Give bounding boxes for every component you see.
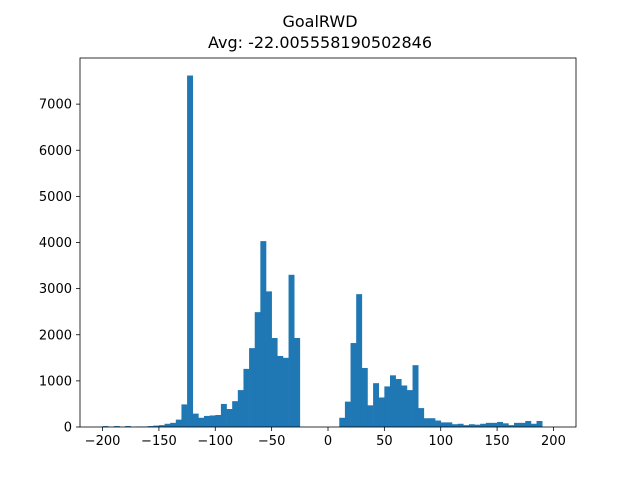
histogram-bar bbox=[384, 386, 391, 427]
histogram-bar bbox=[175, 419, 182, 427]
histogram-bar bbox=[463, 425, 470, 427]
x-tick-label: −150 bbox=[141, 434, 177, 449]
histogram-bar bbox=[406, 390, 413, 427]
x-axis: −200 −150 −100 −50 0 50 100 150 200 bbox=[85, 427, 566, 449]
histogram-bar bbox=[412, 365, 419, 427]
x-tick-label: 200 bbox=[541, 434, 566, 449]
x-tick-label: 50 bbox=[376, 434, 393, 449]
histogram-bar bbox=[457, 423, 464, 427]
histogram-bar bbox=[452, 424, 458, 427]
histogram-bar bbox=[401, 385, 408, 427]
histogram-bar bbox=[429, 418, 436, 427]
histogram-bar bbox=[226, 409, 233, 427]
histogram-bar bbox=[249, 348, 256, 427]
x-tick-label: −200 bbox=[85, 434, 121, 449]
histogram-bar bbox=[525, 421, 532, 427]
chart-title: GoalRWD bbox=[282, 12, 358, 31]
histogram-bar bbox=[536, 421, 543, 427]
y-tick-label: 0 bbox=[64, 421, 72, 436]
histogram-bar bbox=[502, 423, 509, 427]
histogram-bar bbox=[243, 368, 250, 427]
histogram-bar bbox=[282, 357, 289, 427]
histogram-bar bbox=[209, 415, 216, 427]
histogram-bar bbox=[192, 413, 199, 427]
histogram-bar bbox=[395, 379, 402, 427]
x-tick-label: 150 bbox=[485, 434, 510, 449]
histogram-bar bbox=[204, 415, 210, 427]
histogram-bar bbox=[125, 426, 132, 427]
histogram-bar bbox=[187, 75, 194, 427]
y-tick-label: 6000 bbox=[39, 144, 72, 159]
x-tick-label: 100 bbox=[428, 434, 453, 449]
histogram-bars bbox=[102, 75, 543, 427]
histogram-bar bbox=[514, 422, 520, 427]
histogram-bar bbox=[102, 426, 109, 427]
histogram-bar bbox=[356, 294, 363, 427]
histogram-bar bbox=[446, 422, 453, 427]
x-tick-label: −50 bbox=[258, 434, 285, 449]
histogram-bar bbox=[113, 426, 120, 427]
histogram-bar bbox=[294, 337, 301, 427]
histogram-bar bbox=[361, 367, 368, 427]
histogram-bar bbox=[519, 422, 526, 427]
histogram-bar bbox=[164, 423, 171, 427]
histogram-bar bbox=[181, 404, 188, 427]
histogram-bar bbox=[468, 424, 475, 427]
histogram-bar bbox=[418, 408, 425, 427]
histogram-bar bbox=[158, 425, 165, 427]
y-tick-label: 2000 bbox=[39, 328, 72, 343]
histogram-bar bbox=[288, 274, 295, 427]
histogram-bar bbox=[220, 403, 227, 427]
histogram-bar bbox=[378, 397, 385, 427]
histogram-bar bbox=[232, 401, 239, 427]
histogram-bar bbox=[237, 390, 244, 427]
histogram-bar bbox=[480, 423, 487, 427]
x-tick-label: −100 bbox=[197, 434, 233, 449]
histogram-bar bbox=[423, 418, 430, 427]
y-tick-label: 7000 bbox=[39, 98, 72, 113]
histogram-bar bbox=[491, 422, 498, 427]
histogram-bar bbox=[474, 424, 481, 427]
histogram-bar bbox=[485, 422, 492, 427]
histogram-bar bbox=[147, 426, 154, 427]
x-tick-label: 0 bbox=[324, 434, 332, 449]
histogram-bar bbox=[350, 343, 357, 427]
histogram-bar bbox=[390, 375, 396, 427]
y-tick-label: 4000 bbox=[39, 236, 72, 251]
histogram-bar bbox=[170, 422, 177, 427]
plot-frame bbox=[79, 57, 577, 428]
histogram-bar bbox=[271, 337, 278, 427]
histogram-bar bbox=[260, 241, 267, 427]
y-tick-label: 5000 bbox=[39, 190, 72, 205]
y-axis: 0 1000 2000 3000 4000 5000 6000 7000 bbox=[39, 98, 80, 436]
y-tick-label: 1000 bbox=[39, 374, 72, 389]
histogram-bar bbox=[254, 312, 261, 427]
histogram-bar bbox=[153, 425, 160, 427]
histogram-bar bbox=[266, 291, 272, 427]
histogram-bar bbox=[435, 420, 442, 427]
histogram-bar bbox=[530, 423, 537, 427]
y-tick-label: 3000 bbox=[39, 282, 72, 297]
histogram-bar bbox=[508, 425, 515, 427]
chart-subtitle: Avg: -22.005558190502846 bbox=[207, 33, 433, 52]
histogram-bar bbox=[277, 355, 284, 427]
histogram-bar bbox=[440, 422, 447, 427]
histogram-bar bbox=[198, 417, 205, 427]
histogram-bar bbox=[367, 405, 374, 427]
histogram-bar bbox=[344, 401, 351, 427]
histogram-bar bbox=[497, 421, 504, 427]
histogram-bar bbox=[373, 383, 380, 427]
histogram-bar bbox=[215, 415, 222, 427]
histogram-bar bbox=[339, 417, 346, 427]
